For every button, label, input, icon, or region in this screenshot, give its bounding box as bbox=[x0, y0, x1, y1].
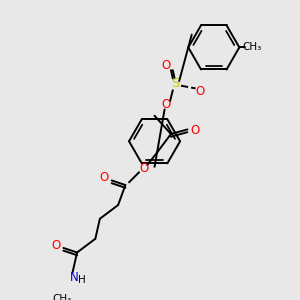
Text: O: O bbox=[139, 162, 148, 175]
Text: CH₃: CH₃ bbox=[52, 294, 71, 300]
Text: O: O bbox=[190, 124, 199, 137]
Text: O: O bbox=[52, 239, 61, 252]
Text: CH₃: CH₃ bbox=[242, 42, 262, 52]
Text: O: O bbox=[196, 85, 205, 98]
Text: N: N bbox=[70, 271, 79, 284]
Text: S: S bbox=[171, 77, 180, 90]
Text: O: O bbox=[100, 171, 109, 184]
Text: O: O bbox=[162, 98, 171, 111]
Text: H: H bbox=[78, 275, 86, 285]
Text: O: O bbox=[162, 59, 171, 72]
